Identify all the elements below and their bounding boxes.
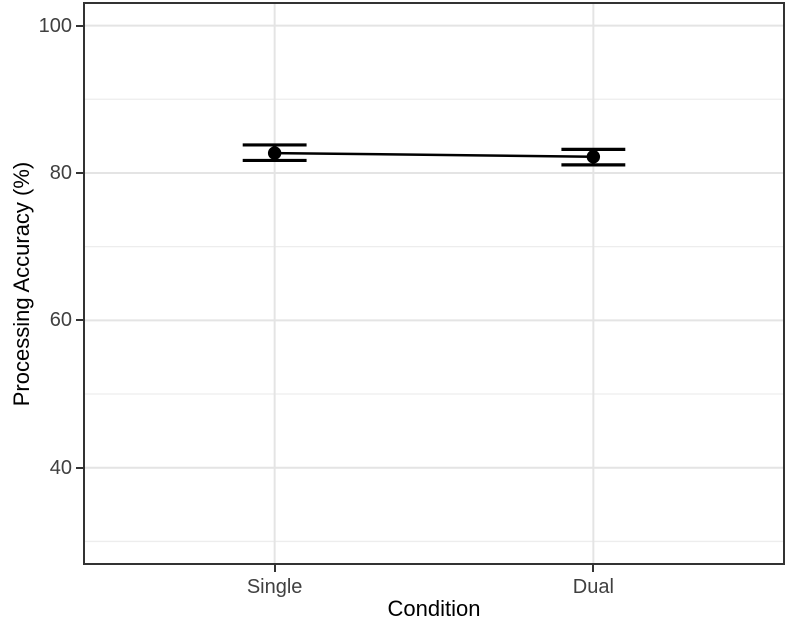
data-point (586, 150, 601, 164)
x-axis-title: Condition (387, 596, 481, 621)
y-tick-label: 100 (38, 14, 72, 37)
y-tick-mark (76, 319, 83, 322)
panel-border (83, 2, 785, 565)
y-tick-mark (76, 24, 83, 27)
data-point (267, 146, 282, 160)
x-tick-mark (273, 565, 276, 572)
y-tick-label: 60 (49, 309, 72, 332)
y-tick-label: 80 (49, 161, 72, 184)
x-tick-label: Dual (572, 576, 614, 598)
plot-area-svg (83, 2, 785, 565)
plot-panel (83, 2, 785, 565)
x-tick-label: Single (246, 576, 303, 598)
series-line (274, 151, 594, 159)
y-axis-title: Processing Accuracy (%) (9, 161, 34, 407)
y-tick-label: 40 (49, 456, 72, 479)
x-tick-mark (592, 565, 595, 572)
y-tick-mark (76, 466, 83, 469)
y-tick-mark (76, 171, 83, 174)
